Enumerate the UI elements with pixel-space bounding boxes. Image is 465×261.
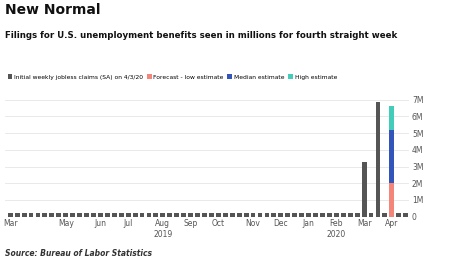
Bar <box>230 213 235 217</box>
Bar <box>133 213 138 217</box>
Bar <box>251 213 255 217</box>
Bar <box>286 213 290 217</box>
Bar <box>105 213 110 217</box>
Bar <box>22 213 27 217</box>
Bar <box>195 213 200 217</box>
Bar <box>56 213 61 217</box>
Bar <box>341 213 345 217</box>
Bar <box>153 213 159 217</box>
Bar <box>8 213 13 217</box>
Bar <box>383 213 387 217</box>
Bar <box>313 213 318 217</box>
Bar <box>376 102 380 217</box>
Bar <box>389 130 394 183</box>
Bar <box>265 213 269 217</box>
Bar <box>167 213 172 217</box>
Legend: Initial weekly jobless claims (SA) on 4/3/20, Forecast - low estimate, Median es: Initial weekly jobless claims (SA) on 4/… <box>7 74 337 80</box>
Bar <box>84 213 89 217</box>
Bar <box>244 213 249 217</box>
Bar <box>70 213 75 217</box>
Bar <box>216 213 221 217</box>
Bar <box>49 213 54 217</box>
Bar <box>28 213 33 217</box>
Bar <box>181 213 186 217</box>
Bar <box>42 213 47 217</box>
Bar <box>258 213 262 217</box>
Bar <box>389 183 394 217</box>
Bar <box>299 213 304 217</box>
Bar <box>77 213 82 217</box>
Bar <box>403 213 408 217</box>
Text: Source: Bureau of Labor Statistics: Source: Bureau of Labor Statistics <box>5 250 152 258</box>
Bar <box>91 213 96 217</box>
Bar <box>209 213 214 217</box>
Bar <box>126 213 131 217</box>
Bar <box>389 213 394 217</box>
Text: New Normal: New Normal <box>5 3 100 17</box>
Bar <box>306 213 311 217</box>
Bar <box>369 213 373 217</box>
Bar <box>279 213 283 217</box>
Bar <box>237 213 242 217</box>
Bar <box>223 213 228 217</box>
Bar <box>389 106 394 130</box>
Bar <box>119 213 124 217</box>
Bar <box>320 213 325 217</box>
Bar <box>396 213 401 217</box>
Bar <box>112 213 117 217</box>
Bar <box>15 213 20 217</box>
Bar <box>202 213 207 217</box>
Bar <box>334 213 339 217</box>
Bar <box>146 213 152 217</box>
Bar <box>355 213 359 217</box>
Bar <box>174 213 179 217</box>
Bar <box>348 213 352 217</box>
Bar <box>327 213 332 217</box>
Bar <box>98 213 103 217</box>
Bar <box>292 213 297 217</box>
Bar <box>63 213 68 217</box>
Bar <box>35 213 40 217</box>
Bar <box>188 213 193 217</box>
Bar <box>160 213 165 217</box>
Bar <box>140 213 145 217</box>
Bar <box>362 162 366 217</box>
Text: Filings for U.S. unemployment benefits seen in millions for fourth straight week: Filings for U.S. unemployment benefits s… <box>5 31 397 40</box>
Bar <box>272 213 276 217</box>
